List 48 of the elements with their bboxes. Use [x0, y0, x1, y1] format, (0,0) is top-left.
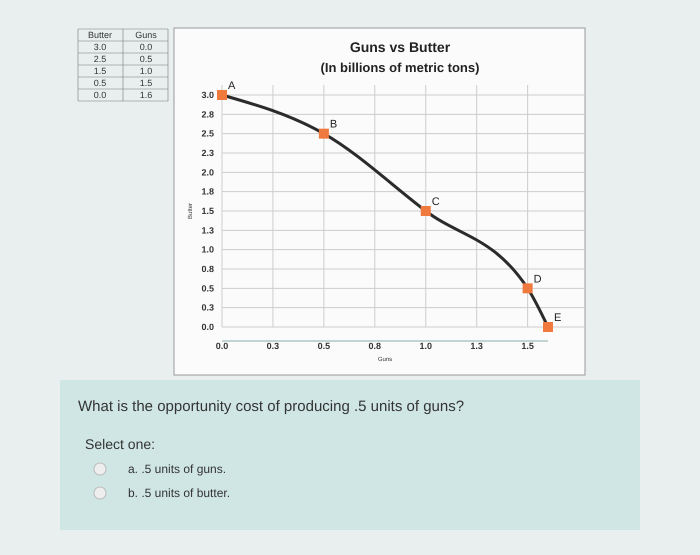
annotation: C — [432, 196, 440, 208]
x-tick-label: 1.0 — [419, 341, 432, 351]
point — [420, 206, 431, 216]
text: 2.5 — [94, 54, 106, 64]
annotation: D — [534, 273, 542, 286]
text: Select one: — [85, 436, 156, 452]
x-tick-label: 1.3 — [470, 341, 483, 351]
point — [522, 283, 533, 294]
text: 0.5 — [140, 54, 152, 64]
text: 1.5 — [140, 78, 152, 88]
text: 1.6 — [140, 90, 152, 100]
text: a. .5 units of guns. — [128, 462, 226, 476]
annotation: A — [228, 80, 236, 92]
text: Guns — [135, 30, 157, 40]
y-tick-label: 1.0 — [201, 244, 214, 255]
x-tick-label: 1.5 — [521, 341, 534, 351]
text: What is the opportunity cost of producing .5 units of guns? — [78, 398, 464, 415]
text: b. .5 units of butter. — [128, 486, 230, 500]
y-tick-label: 2.8 — [201, 109, 214, 120]
y-tick-label: 1.3 — [201, 225, 214, 236]
chart-title: Guns vs Butter — [350, 39, 451, 55]
y-tick-label: 0.0 — [201, 322, 214, 332]
y-tick-label: 0.5 — [201, 283, 214, 294]
annotation: B — [330, 118, 338, 131]
text: 1.5 — [94, 66, 106, 76]
y-tick-label: 1.5 — [201, 206, 214, 216]
annotation: E — [554, 312, 562, 324]
text: 0.0 — [94, 90, 106, 100]
y-tick-label: 3.0 — [201, 90, 214, 100]
text: 0.0 — [140, 42, 152, 52]
text: Butter — [88, 30, 112, 40]
point — [318, 128, 329, 139]
y-tick-label: 0.3 — [201, 302, 214, 313]
text: 3.0 — [94, 42, 106, 52]
y-tick-label: 2.0 — [201, 167, 214, 178]
chart-subtitle: (In billions of metric tons) — [320, 60, 480, 75]
point — [217, 90, 227, 100]
x-tick-label: 0.5 — [318, 341, 330, 351]
text: 0.5 — [94, 78, 106, 88]
text: 1.0 — [140, 66, 152, 76]
y-tick-label: 1.8 — [201, 186, 214, 197]
y-tick-label: 2.3 — [201, 148, 214, 158]
point — [543, 322, 553, 332]
y-tick-label: 0.8 — [201, 264, 214, 274]
x-tick-label: 0.3 — [266, 341, 280, 351]
y-tick-label: 2.5 — [201, 128, 214, 139]
x-tick-label: 0.8 — [368, 341, 382, 351]
x-tick-label: 0.0 — [216, 341, 228, 351]
